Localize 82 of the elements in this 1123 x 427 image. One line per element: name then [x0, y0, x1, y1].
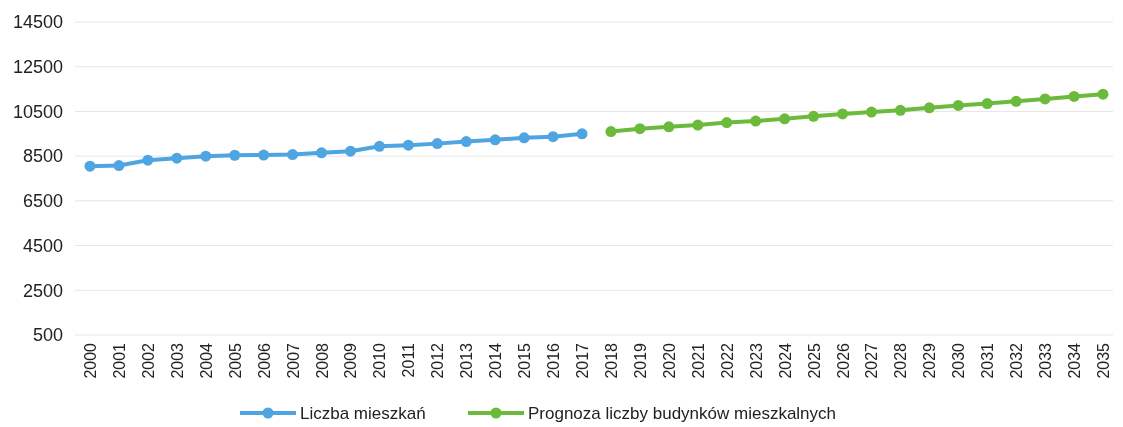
- point: [1010, 95, 1022, 107]
- x-tick-label: 2012: [429, 342, 447, 379]
- x-tick-label: 2016: [545, 342, 563, 379]
- x-tick-label: 2027: [863, 342, 881, 379]
- y-tick-label: 2500: [22, 280, 63, 301]
- point: [605, 126, 617, 138]
- x-tick-label: 2025: [805, 342, 823, 379]
- x-tick-label: 2006: [255, 342, 273, 379]
- y-tick-label: 10500: [12, 101, 63, 122]
- point: [402, 139, 414, 151]
- y-tick-label: 4500: [22, 235, 63, 256]
- point: [142, 154, 154, 166]
- point: [460, 136, 472, 148]
- point: [1039, 93, 1051, 105]
- point: [489, 134, 501, 146]
- point: [113, 160, 125, 172]
- x-tick-label: 2003: [168, 342, 186, 379]
- x-tick-label: 2015: [516, 342, 534, 379]
- y-tick-label: 12500: [12, 57, 63, 78]
- point: [779, 113, 791, 125]
- x-tick-label: 2019: [631, 342, 649, 379]
- legend-label: Liczba mieszkań: [300, 403, 426, 423]
- x-tick-label: 2029: [921, 342, 939, 379]
- x-tick-label: 2008: [313, 342, 331, 379]
- x-tick-label: 2009: [342, 342, 360, 379]
- point: [923, 102, 935, 114]
- point: [952, 99, 964, 111]
- x-tick-label: 2014: [487, 342, 505, 379]
- x-tick-label: 2031: [979, 342, 997, 379]
- point: [344, 145, 356, 157]
- point: [865, 106, 877, 118]
- x-tick-label: 2020: [660, 342, 678, 379]
- point: [84, 160, 96, 172]
- y-tick-label: 14500: [12, 12, 63, 33]
- point: [431, 138, 443, 150]
- x-tick-label: 2013: [458, 342, 476, 379]
- point: [663, 121, 675, 133]
- point: [316, 147, 328, 159]
- point: [1097, 88, 1109, 100]
- x-tick-label: 2030: [950, 342, 968, 379]
- y-tick-label: 6500: [22, 191, 63, 212]
- x-tick-label: 2032: [1008, 342, 1026, 379]
- point: [547, 131, 559, 143]
- point: [808, 110, 820, 122]
- point: [229, 149, 241, 161]
- x-tick-label: 2001: [110, 342, 128, 379]
- x-tick-label: 2010: [371, 342, 389, 379]
- point: [837, 108, 849, 120]
- point: [258, 149, 270, 161]
- point: [981, 98, 993, 110]
- y-tick-label: 8500: [22, 146, 63, 167]
- x-tick-label: 2018: [602, 342, 620, 379]
- point: [200, 150, 212, 162]
- point: [171, 152, 183, 164]
- point: [373, 140, 385, 152]
- point: [721, 117, 733, 129]
- x-tick-label: 2028: [892, 342, 910, 379]
- point: [634, 123, 646, 135]
- y-tick-label: 500: [32, 325, 63, 346]
- x-tick-label: 2026: [834, 342, 852, 379]
- x-tick-label: 2022: [718, 342, 736, 379]
- x-tick-label: 2021: [689, 342, 707, 379]
- point: [692, 119, 704, 131]
- x-tick-label: 2002: [139, 342, 157, 379]
- x-tick-label: 2033: [1037, 342, 1055, 379]
- x-tick-label: 2023: [747, 342, 765, 379]
- x-tick-label: 2024: [776, 342, 794, 379]
- x-tick-label: 2034: [1066, 342, 1084, 379]
- point: [287, 149, 299, 161]
- x-tick-label: 2005: [226, 342, 244, 379]
- point: [894, 104, 906, 116]
- point: [518, 132, 530, 144]
- x-tick-label: 2017: [574, 342, 592, 379]
- x-tick-label: 2004: [197, 342, 215, 379]
- point: [576, 128, 588, 140]
- legend-label: Prognoza liczby budynków mieszkalnych: [528, 403, 837, 423]
- x-tick-label: 2007: [284, 342, 302, 379]
- point: [1068, 90, 1080, 102]
- x-tick-label: 2011: [400, 342, 418, 378]
- x-tick-label: 2035: [1095, 342, 1112, 379]
- x-tick-label: 2000: [82, 342, 99, 379]
- point: [750, 115, 762, 127]
